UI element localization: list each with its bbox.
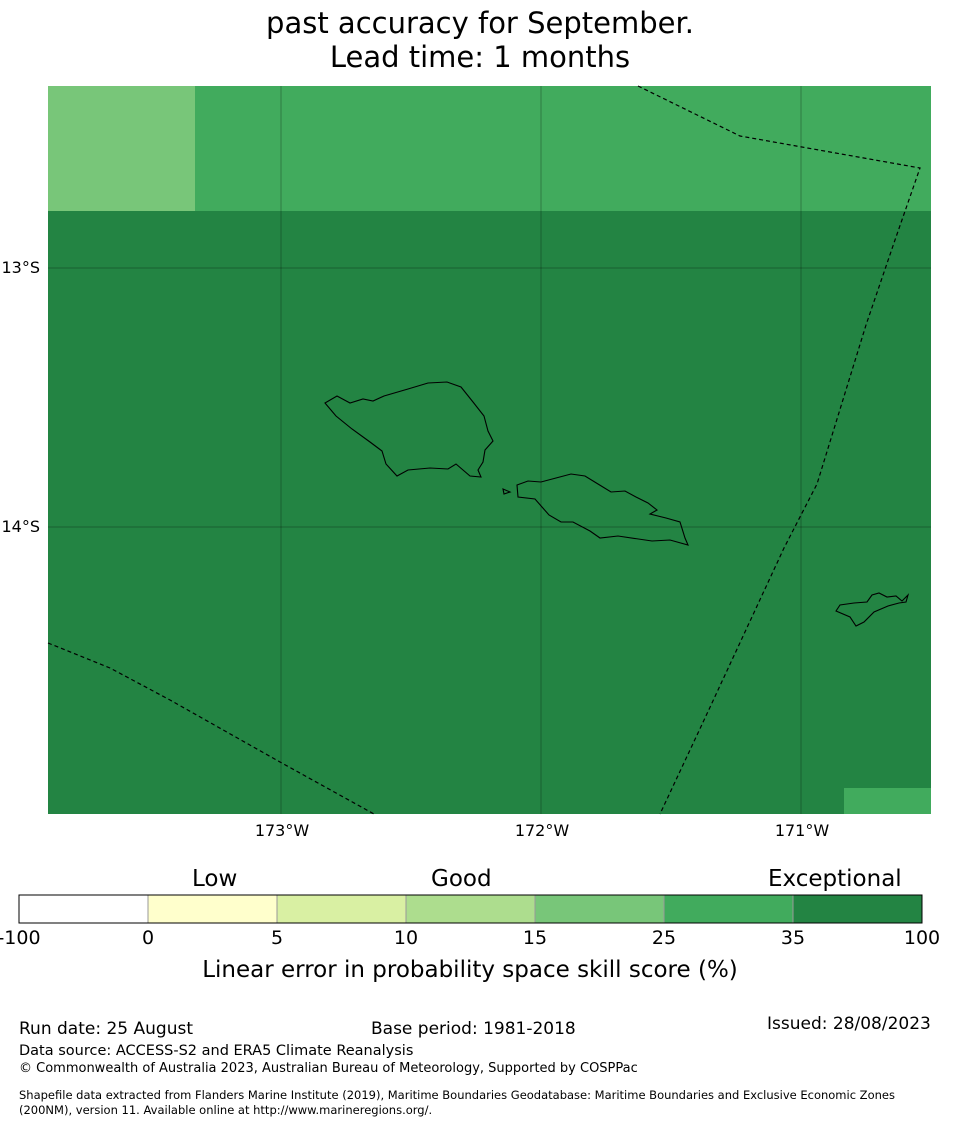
colorbar-tick: -100 <box>0 927 41 949</box>
gridlines <box>48 86 931 814</box>
lon-label-173w: 173°W <box>254 821 310 840</box>
copyright: © Commonwealth of Australia 2023, Austra… <box>19 1061 638 1076</box>
data-source: Data source: ACCESS-S2 and ERA5 Climate … <box>19 1043 414 1059</box>
tutuila-island <box>835 592 910 627</box>
colorbar-segment <box>148 895 277 923</box>
skill-cell <box>48 86 931 211</box>
lon-label-171w: 171°W <box>774 821 830 840</box>
eez-boundary <box>47 85 921 815</box>
colorbar-segment <box>793 895 922 923</box>
skill-cell <box>48 86 195 211</box>
colorbar-segment <box>406 895 535 923</box>
run-date: Run date: 25 August <box>19 1019 193 1039</box>
colorbar-tick: 5 <box>270 927 284 949</box>
small-islet <box>502 488 512 495</box>
colorbar-category-good: Good <box>431 866 492 892</box>
base-period: Base period: 1981-2018 <box>371 1019 576 1039</box>
shapefile-credit-line-2: (200NM), version 11. Available online at… <box>19 1103 433 1117</box>
colorbar <box>18 894 923 924</box>
lat-label-14s: 14°S <box>1 517 40 536</box>
lat-label-13s: 13°S <box>1 258 40 277</box>
map-title-line-2: Lead time: 1 months <box>329 40 631 74</box>
colorbar-category-exceptional: Exceptional <box>768 866 902 892</box>
skill-score-map <box>47 85 931 815</box>
colorbar-category-low: Low <box>192 866 238 892</box>
colorbar-segment <box>535 895 664 923</box>
savaii-island <box>324 381 494 478</box>
map-title-line-1: past accuracy for September. <box>266 6 694 40</box>
colorbar-tick: 0 <box>141 927 155 949</box>
lon-label-172w: 172°W <box>514 821 570 840</box>
shapefile-credit-line-1: Shapefile data extracted from Flanders M… <box>19 1088 895 1102</box>
colorbar-frame <box>18 894 923 924</box>
skill-cell <box>844 788 931 814</box>
colorbar-segment <box>664 895 793 923</box>
issued-date: Issued: 28/08/2023 <box>767 1014 931 1034</box>
colorbar-tick: 35 <box>780 927 806 949</box>
colorbar-segment <box>277 895 406 923</box>
colorbar-tick: 100 <box>903 927 941 949</box>
colorbar-tick: 25 <box>651 927 677 949</box>
colorbar-tick: 10 <box>393 927 419 949</box>
colorbar-segment <box>19 895 148 923</box>
colorbar-tick: 15 <box>522 927 548 949</box>
colorbar-label: Linear error in probability space skill … <box>202 957 738 983</box>
upolu-island <box>516 473 689 546</box>
